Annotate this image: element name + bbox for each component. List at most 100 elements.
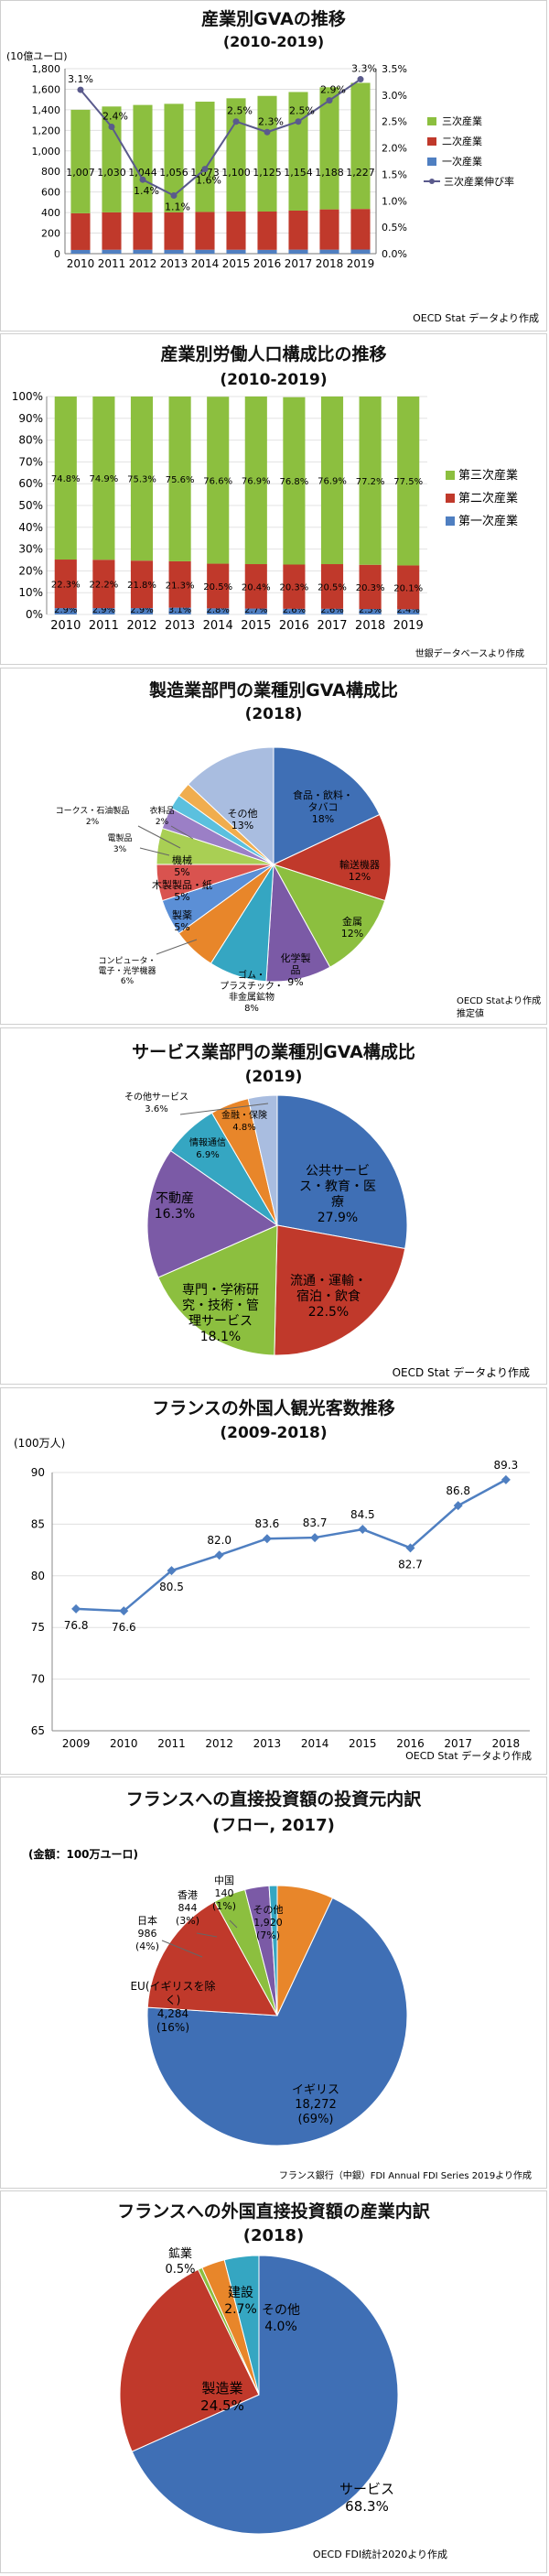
chart-subtitle: (2010-2019) [223, 33, 324, 50]
bar-value-label: 1,030 [97, 167, 126, 179]
leader-line [137, 825, 181, 849]
legend-label: 第二次産業 [458, 491, 518, 505]
segment-label: 76.9% [242, 477, 271, 487]
x-tick-label: 2010 [110, 1737, 138, 1750]
segment-label: 2.4% [396, 605, 419, 615]
growth-point [201, 166, 209, 173]
segment-label: 75.6% [166, 475, 195, 485]
slice-label: 機械 [172, 853, 192, 866]
x-tick-label: 2012 [126, 619, 156, 633]
data-label: 82.7 [398, 1558, 423, 1571]
y-tick-label: 80% [18, 434, 43, 447]
growth-label: 2.9% [320, 84, 346, 96]
labor-share-chart: 産業別労働人口構成比の推移 (2010-2019) 0% 10% 20% 30% 40%… [12, 343, 524, 659]
x-tick-label: 2012 [205, 1737, 233, 1750]
slice-label: 844 [178, 1902, 198, 1914]
slice-label: 品 [291, 964, 301, 976]
bar-segment [92, 608, 115, 614]
bar-segment [397, 397, 420, 566]
segment-label: 21.3% [166, 581, 195, 591]
legend-label: 第三次産業 [458, 468, 518, 483]
bar-value-label: 1,188 [315, 167, 344, 179]
pie-slice [223, 2255, 260, 2396]
segment-label: 2.9% [54, 605, 77, 615]
slice-label: 日本 [137, 1914, 157, 1927]
bar-segment [244, 564, 267, 609]
y-tick-label: 75 [31, 1621, 45, 1634]
segment-label: 76.8% [280, 477, 309, 487]
fdi-origin-panel: フランスへの直接投資額の投資元内訳 (フロー, 2017) (金額：100万ユー… [0, 1777, 547, 2189]
chart-subtitle: (2010-2019) [220, 371, 327, 389]
bar-segment [70, 249, 91, 254]
slice-label: 27.9% [318, 1211, 358, 1225]
y-tick-label: 1,000 [32, 146, 61, 158]
slice-label: 18,272 [295, 2098, 337, 2112]
y-tick-label: 1,400 [32, 104, 61, 116]
x-tick-label: 2012 [129, 257, 157, 270]
bar-segment [226, 98, 246, 212]
data-point [453, 1501, 463, 1511]
data-label: 84.5 [350, 1508, 375, 1521]
slice-label: 鉱業 [168, 2246, 192, 2261]
pie-slice [146, 1149, 279, 1278]
chart-subtitle: (2018) [243, 2226, 305, 2245]
segment-label: 20.3% [356, 583, 385, 593]
legend-label: 三次産業伸び率 [444, 175, 514, 188]
pie-slice [146, 1900, 278, 2016]
bar-segment [130, 397, 154, 561]
growth-label: 3.1% [68, 73, 93, 85]
chart-title: 産業別労働人口構成比の推移 [160, 343, 386, 364]
pie-slice [276, 1094, 408, 1250]
y-tick-label: 0% [26, 608, 43, 621]
bar-segment [288, 92, 308, 211]
bar-segment [350, 82, 371, 210]
y-tick-label: 50% [18, 499, 43, 512]
bar-segment [133, 104, 153, 212]
growth-point [108, 123, 115, 130]
slice-label: 18.1% [200, 1330, 241, 1344]
pie-slice [131, 2255, 399, 2535]
y2-tick-label: 2.0% [382, 143, 407, 155]
slice-label: プラスチック・ [220, 981, 284, 992]
chart-title: 製造業部門の業種別GVA構成比 [148, 679, 398, 701]
bar-segment [288, 249, 308, 254]
slice-label: (7%) [256, 1929, 280, 1941]
y2-tick-label: 1.5% [382, 168, 407, 180]
bar-segment [320, 397, 344, 565]
services-gva-pie: サービス業部門の業種別GVA構成比 (2019) 公共サービス・教育・医療27.… [124, 1041, 530, 1379]
data-point [262, 1534, 272, 1544]
slice-label: 8% [244, 1004, 259, 1014]
bar-segment [359, 397, 382, 565]
bar-segment [92, 560, 115, 609]
slice-label: 3.6% [145, 1104, 167, 1114]
growth-point [295, 118, 302, 125]
segment-label: 77.2% [356, 477, 385, 487]
pie-slice [119, 2268, 260, 2452]
y-tick-label: 80 [31, 1570, 45, 1582]
slice-label: 140 [215, 1887, 234, 1899]
growth-label: 1.1% [165, 201, 190, 213]
bar-value-label: 1,007 [66, 167, 95, 179]
bar-segment [350, 209, 371, 250]
x-tick-label: 2013 [160, 257, 188, 270]
slice-label: コンピュータ・ [98, 956, 156, 966]
bar-segment [320, 564, 344, 609]
bar-segment [207, 563, 230, 609]
bar-segment [102, 212, 122, 250]
slice-label: 金融・保険 [221, 1109, 267, 1121]
slice-label: 3% [113, 845, 127, 854]
x-tick-label: 2011 [157, 1737, 186, 1750]
slice-label: 建設 [228, 2286, 253, 2300]
slice-label: 公共サービ [306, 1164, 370, 1179]
legend-label: 第一次産業 [458, 514, 518, 528]
x-tick-label: 2015 [349, 1737, 377, 1750]
y2-tick-label: 3.0% [382, 90, 407, 102]
slice-label: サービス [339, 2481, 394, 2497]
segment-label: 22.2% [90, 581, 119, 591]
y2-tick-label: 0.0% [382, 248, 407, 260]
segment-label: 20.3% [280, 583, 309, 593]
slice-label: 流通・運輸・ [290, 1274, 367, 1288]
y-tick-label: 1,800 [32, 63, 61, 75]
slice-label: ゴム・ [238, 969, 265, 981]
